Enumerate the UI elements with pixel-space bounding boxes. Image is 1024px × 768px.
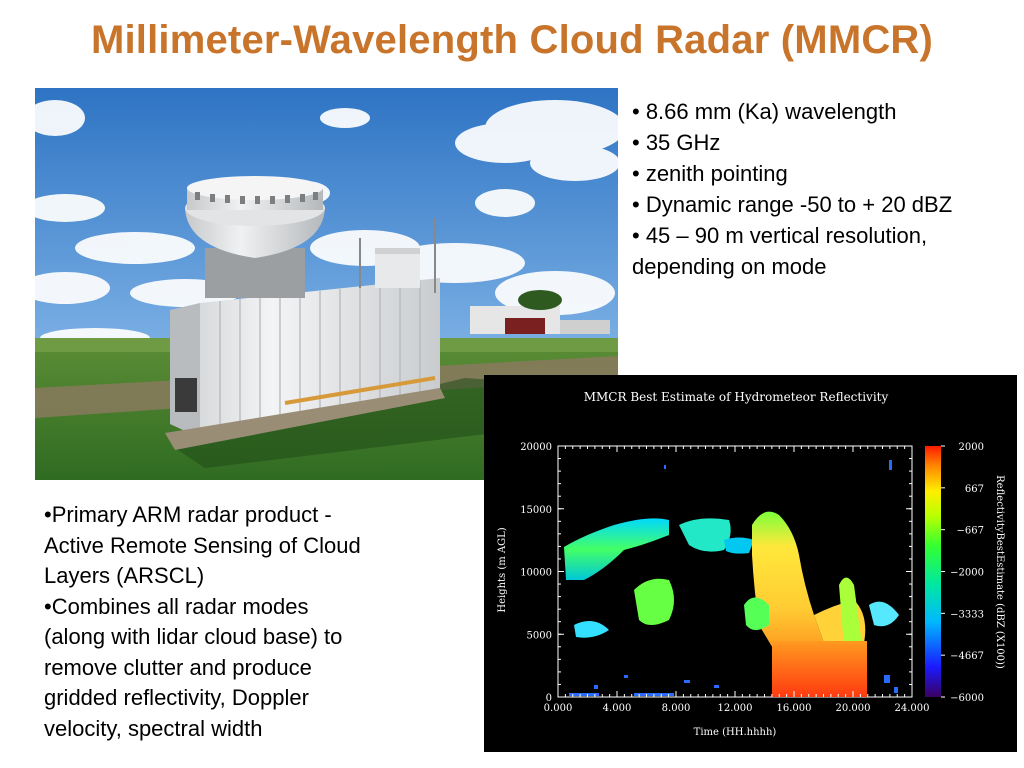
desc-line: (along with lidar cloud base) to: [44, 624, 343, 649]
echo-cloud-far-right: [869, 601, 899, 627]
y-tick-label: 15000: [520, 505, 552, 516]
x-tick-label: 24.000: [895, 703, 930, 714]
desc-line: remove clutter and produce: [44, 654, 312, 680]
x-tick-label: 0.000: [544, 703, 573, 714]
colorbar-tick-label: −6000: [950, 693, 984, 704]
x-tick-label: 20.000: [836, 703, 871, 714]
reflectivity-echoes: [564, 460, 899, 697]
echo-cloud-left: [564, 518, 669, 580]
spec-resolution-cont: depending on mode: [632, 254, 827, 279]
x-tick-label: 12.000: [718, 703, 753, 714]
product-description: •Primary ARM radar product - Active Remo…: [44, 500, 444, 744]
slide-title: Millimeter-Wavelength Cloud Radar (MMCR): [90, 18, 934, 62]
colorbar-label: ReflectivityBestEstimate (dBZ (X100)): [994, 475, 1005, 669]
desc-line: Layers (ARSCL): [44, 563, 205, 588]
spec-resolution: • 45 – 90 m vertical resolution,: [632, 223, 928, 248]
echo-cloud-mid: [634, 578, 674, 625]
spec-pointing: • zenith pointing: [632, 161, 788, 186]
colorbar-tick-label: 2000: [959, 442, 984, 453]
echo-cloud-low-left: [574, 621, 609, 638]
specs-list: • 8.66 mm (Ka) wavelength • 35 GHz • zen…: [632, 96, 1017, 282]
echo-precip-base: [772, 641, 867, 697]
colorbar-tick-label: −3333: [950, 609, 984, 620]
y-tick-label: 10000: [520, 568, 552, 579]
x-tick-label: 4.000: [603, 703, 632, 714]
echo-tower-main: [752, 511, 824, 650]
desc-line: •Combines all radar modes: [44, 593, 309, 619]
x-tick-label: 8.000: [662, 703, 691, 714]
colorbar-tick-label: 667: [965, 484, 984, 495]
echo-edge-green: [744, 597, 769, 630]
chart-title: MMCR Best Estimate of Hydrometeor Reflec…: [584, 390, 889, 404]
colorbar: 2000 667 −667 −2000 −3333 −4667 −6000: [925, 442, 984, 704]
echo-tower-right: [839, 577, 862, 647]
reflectivity-figure: MMCR Best Estimate of Hydrometeor Reflec…: [484, 375, 1017, 752]
desc-line: velocity, spectral width: [44, 715, 263, 741]
reflectivity-chart: MMCR Best Estimate of Hydrometeor Reflec…: [497, 390, 1005, 738]
desc-line: gridded reflectivity, Doppler: [44, 685, 309, 710]
spec-wavelength: • 8.66 mm (Ka) wavelength: [632, 99, 897, 124]
x-tick-label: 16.000: [777, 703, 812, 714]
colorbar-tick-label: −4667: [950, 651, 984, 662]
y-tick-label: 5000: [527, 630, 552, 641]
echo-cloud-thin: [724, 537, 754, 554]
spec-frequency: • 35 GHz: [632, 130, 721, 155]
spec-dynamic-range: • Dynamic range -50 to + 20 dBZ: [632, 192, 953, 217]
colorbar-tick-label: −2000: [950, 568, 984, 579]
desc-line: Active Remote Sensing of Cloud: [44, 532, 361, 558]
echo-cloud-high: [679, 518, 731, 552]
y-tick-label: 0: [546, 693, 552, 704]
y-tick-label: 20000: [520, 442, 552, 453]
y-axis-label: Heights (m AGL): [497, 527, 508, 612]
desc-line: •Primary ARM radar product -: [44, 502, 332, 527]
colorbar-tick-label: −667: [957, 526, 984, 537]
y-axis: 0 5000 10000 15000 20000: [520, 442, 912, 704]
colorbar-gradient: [925, 446, 941, 697]
x-axis-label: Time (HH.hhhh): [694, 727, 777, 738]
